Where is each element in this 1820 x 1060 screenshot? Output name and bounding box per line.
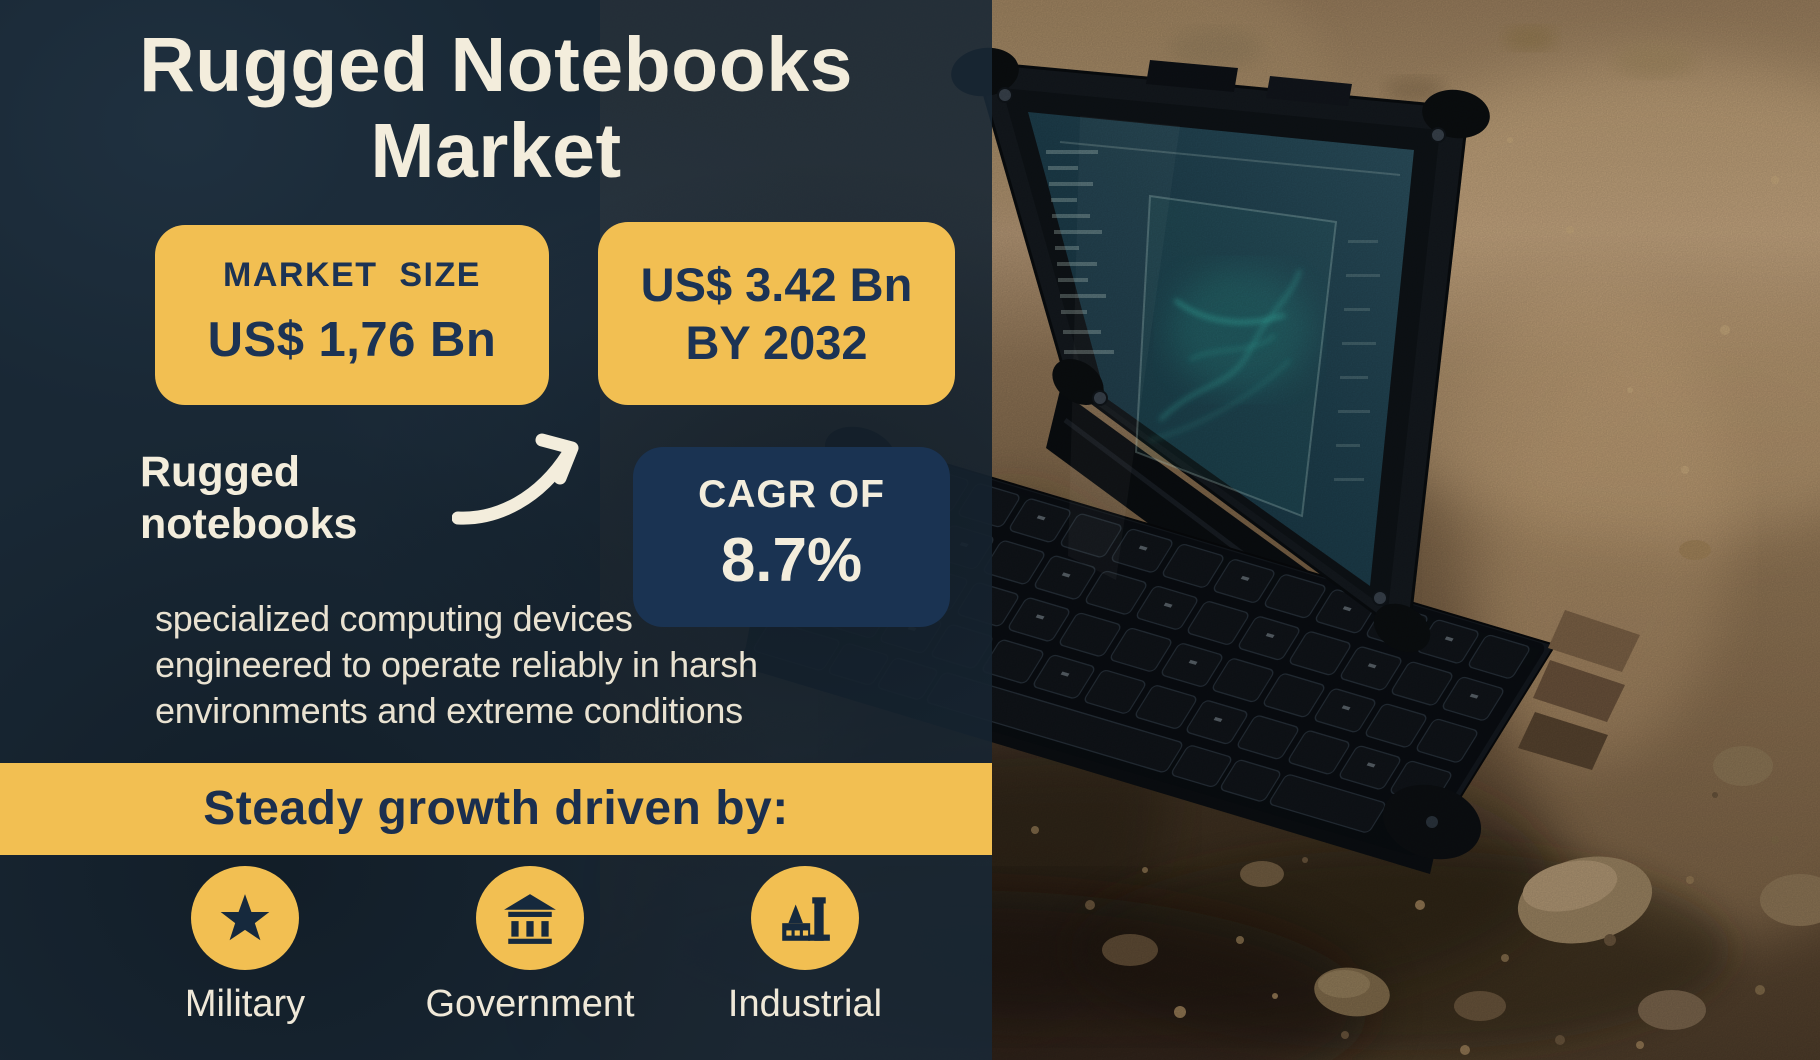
- forecast-year: BY 2032: [685, 316, 868, 369]
- market-size-label: MARKET SIZE: [223, 256, 481, 294]
- military-badge: [191, 866, 299, 970]
- industrial-badge: [751, 866, 859, 970]
- government-icon: [504, 894, 556, 944]
- star-icon: [220, 894, 270, 941]
- driver-industrial: Industrial: [695, 866, 915, 1026]
- market-size-card: MARKET SIZE US$ 1,76 Bn: [155, 225, 549, 405]
- government-badge: [476, 866, 584, 970]
- driver-label: Military: [184, 983, 306, 1025]
- driver-label: Government: [425, 983, 635, 1025]
- factory-icon: [782, 897, 830, 941]
- subject-line-2: notebooks: [140, 500, 358, 548]
- growth-arrow-icon: [451, 433, 579, 525]
- description-line-2: engineered to operate reliably in harsh: [155, 644, 758, 685]
- title-line-2: Market: [370, 108, 622, 194]
- title-line-1: Rugged Notebooks: [139, 22, 853, 108]
- forecast-card: US$ 3.42 Bn BY 2032: [598, 222, 955, 405]
- subject-line-1: Rugged: [140, 448, 301, 496]
- description-line-3: environments and extreme conditions: [155, 690, 743, 731]
- driver-label: Industrial: [727, 983, 883, 1025]
- cagr-value: 8.7%: [720, 526, 863, 595]
- market-description: specialized computing devices engineered…: [155, 596, 935, 734]
- driver-government: Government: [420, 866, 640, 1026]
- subject-label: Rugged notebooks: [140, 446, 357, 550]
- growth-banner: Steady growth driven by:: [0, 763, 992, 855]
- growth-arrow: [451, 420, 604, 532]
- driver-military: Military: [135, 866, 355, 1026]
- page-title: Rugged Notebooks Market: [40, 22, 952, 194]
- description-line-1: specialized computing devices: [155, 598, 633, 639]
- forecast-value: US$ 3.42 Bn: [640, 258, 913, 311]
- market-size-value: US$ 1,76 Bn: [207, 313, 497, 367]
- info-panel: Rugged Notebooks Market MARKET SIZE US$ …: [0, 0, 992, 1060]
- cagr-label: CAGR OF: [698, 473, 885, 516]
- cagr-card: CAGR OF 8.7%: [633, 447, 950, 627]
- growth-banner-heading: Steady growth driven by:: [203, 782, 789, 835]
